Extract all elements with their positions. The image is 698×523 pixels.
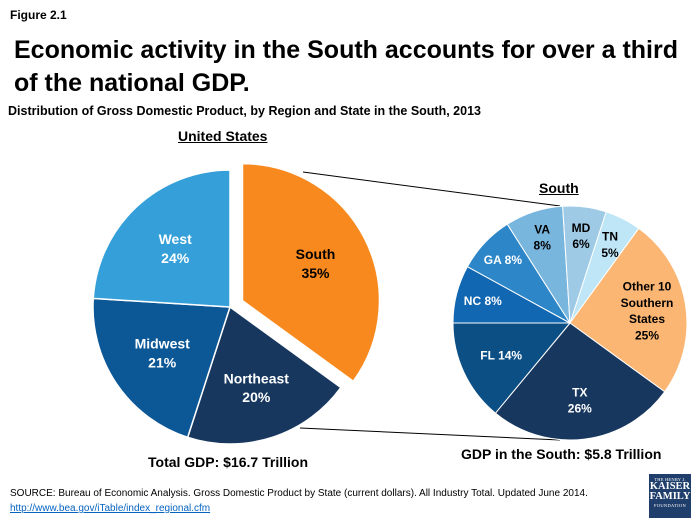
us-label-midwest: Midwest 21% — [135, 336, 191, 371]
south-label-other-10-southern-states: Other 10 Southern States 25% — [621, 280, 674, 343]
us-label-northeast: Northeast 20% — [224, 370, 290, 405]
south-label-fl: FL 14% — [480, 349, 522, 363]
logo-line-2: KAISER — [649, 481, 691, 492]
us-label-south: South 35% — [296, 246, 336, 281]
logo-line-4: FOUNDATION — [654, 503, 686, 508]
south-slice-other-10-southern-states — [569, 227, 688, 393]
south-label-tn: TN 5% — [601, 230, 619, 260]
connector-line-top — [302, 171, 561, 207]
south-label-va: VA 8% — [534, 223, 552, 253]
south-total-gdp-label: GDP in the South: $5.8 Trillion — [461, 446, 662, 462]
south-slice-tx — [494, 322, 666, 441]
chart-title: Distribution of Gross Domestic Product, … — [8, 104, 481, 118]
us-slice-south — [241, 162, 381, 383]
source-text: SOURCE: Bureau of Economic Analysis. Gro… — [10, 488, 588, 499]
connector-lines — [299, 171, 561, 441]
south-label-tx: TX 26% — [568, 386, 592, 416]
us-slice-midwest — [92, 297, 232, 439]
south-label-md: MD 6% — [572, 221, 591, 251]
figure-label: Figure 2.1 — [10, 8, 67, 22]
source-link[interactable]: http://www.bea.gov/iTable/index_regional… — [10, 503, 211, 514]
logo-line-1: THE HENRY J. — [654, 477, 686, 482]
us-pie-title: United States — [178, 128, 268, 144]
us-slice-northeast — [186, 305, 342, 445]
south-slice-md — [562, 205, 607, 324]
us-slice-west — [92, 169, 231, 308]
south-pie-title: South — [539, 180, 579, 196]
us-label-west: West 24% — [159, 231, 193, 266]
south-label-nc: NC 8% — [464, 294, 502, 308]
page-title: Economic activity in the South accounts … — [14, 36, 679, 97]
south-label-ga: GA 8% — [484, 253, 523, 267]
south-slice-fl — [452, 322, 572, 414]
kff-logo: THE HENRY J. KAISER FAMILY FOUNDATION — [649, 474, 691, 518]
south-pie: TN 5% Other 10 Southern States 25% TX 26% FL 14%… — [452, 205, 688, 441]
us-total-gdp-label: Total GDP: $16.7 Trillion — [148, 454, 308, 470]
connector-line-bottom — [299, 427, 561, 441]
us-pie: South 35% Northeast 20% Midwest 21% West 24% — [92, 162, 381, 445]
source-note: SOURCE: Bureau of Economic Analysis. Gro… — [10, 486, 630, 516]
logo-line-3: FAMILY — [649, 491, 691, 502]
